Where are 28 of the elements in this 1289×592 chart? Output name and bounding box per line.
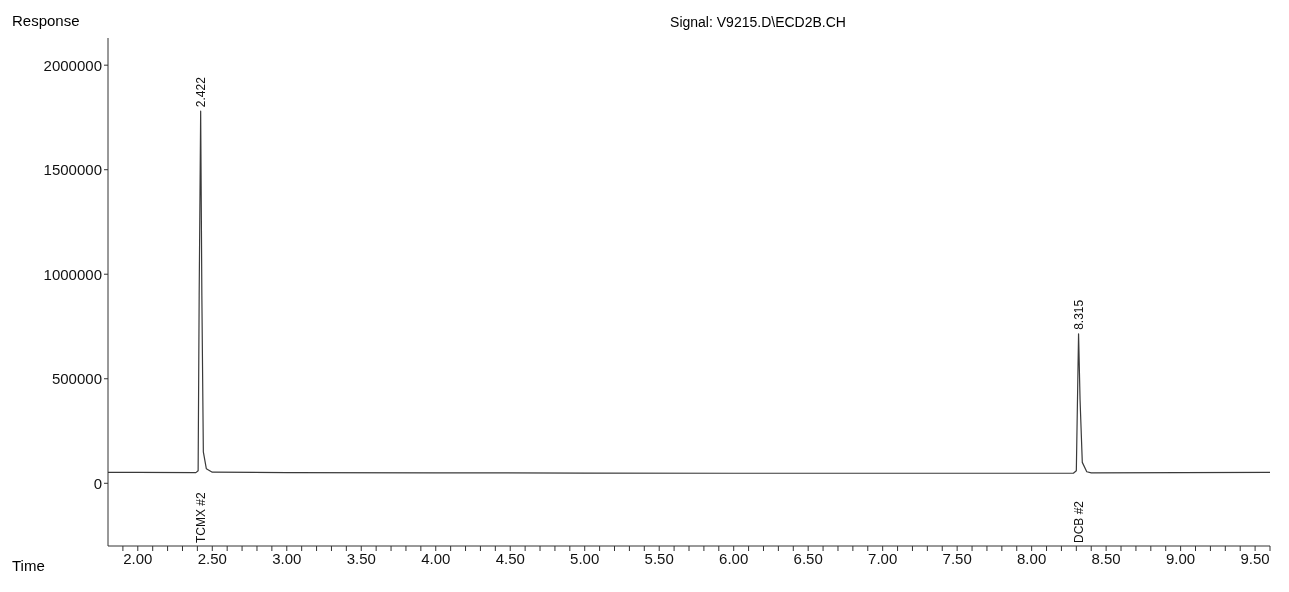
annotation: TCMX #2 xyxy=(193,492,208,543)
x-tick-label: 5.50 xyxy=(644,549,674,567)
annotation: 8.315 xyxy=(1071,299,1086,330)
y-tick-label: 1500000 xyxy=(43,161,102,179)
x-tick-label: 9.00 xyxy=(1166,549,1196,567)
y-tick-label: 2000000 xyxy=(43,56,102,74)
x-axis-title: Time xyxy=(12,557,45,574)
x-tick-label: 9.50 xyxy=(1240,549,1270,567)
x-tick-label: 3.00 xyxy=(272,549,302,567)
annotation: 2.422 xyxy=(193,76,208,108)
y-axis-title: Response xyxy=(12,12,80,29)
chart-title: Signal: V9215.D\ECD2B.CH xyxy=(669,14,847,30)
x-tick-label: 8.00 xyxy=(1017,549,1047,567)
x-tick-label: 4.00 xyxy=(421,549,451,567)
y-tick-label: 0 xyxy=(93,474,102,492)
x-tick-label: 6.50 xyxy=(793,549,823,567)
x-tick-label: 7.00 xyxy=(868,549,898,567)
x-tick-label: 8.50 xyxy=(1091,549,1121,567)
y-tick-label: 500000 xyxy=(51,370,102,388)
x-tick-label: 7.50 xyxy=(942,549,972,567)
y-tick-label: 1000000 xyxy=(43,265,102,283)
x-tick-label: 3.50 xyxy=(346,549,376,567)
annotation: DCB #2 xyxy=(1071,500,1086,543)
x-tick-label: 6.00 xyxy=(719,549,749,567)
x-tick-label: 2.50 xyxy=(197,549,227,567)
x-tick-label: 5.00 xyxy=(570,549,600,567)
x-tick-label: 2.00 xyxy=(123,549,153,567)
x-tick-label: 4.50 xyxy=(495,549,525,567)
